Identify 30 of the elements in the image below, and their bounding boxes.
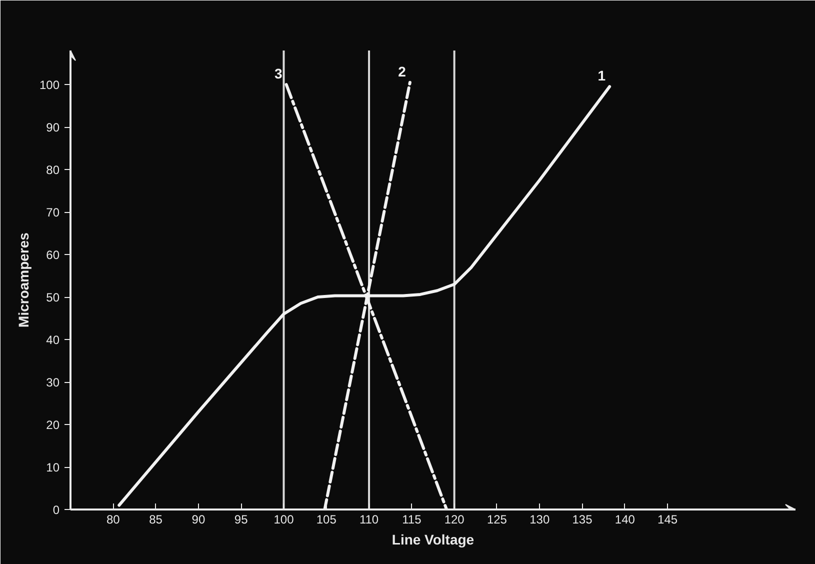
x-tick-label: 80 — [106, 512, 120, 526]
series-label: 3 — [274, 66, 283, 82]
x-axis-title: Line Voltage — [392, 532, 474, 548]
y-tick-label: 30 — [46, 376, 60, 390]
x-tick-label: 95 — [234, 512, 248, 526]
x-tick-label: 90 — [192, 512, 206, 526]
x-tick-label: 100 — [274, 512, 294, 526]
x-tick-label: 110 — [359, 512, 379, 526]
y-tick-label: 60 — [46, 248, 60, 262]
x-tick-label: 130 — [530, 512, 550, 526]
x-tick-label: 85 — [149, 512, 163, 526]
x-tick-label: 135 — [572, 512, 593, 526]
y-tick-label: 40 — [46, 333, 60, 347]
series-label: 1 — [598, 68, 606, 84]
y-tick-label: 80 — [46, 163, 60, 177]
y-tick-label: 50 — [46, 290, 60, 304]
y-axis-title: Microamperes — [15, 232, 32, 328]
x-tick-label: 120 — [444, 512, 465, 526]
series-label: 2 — [398, 63, 406, 80]
y-tick-label: 20 — [46, 418, 60, 432]
y-tick-label: 10 — [46, 460, 60, 474]
y-tick-label: 90 — [46, 120, 60, 134]
y-tick-label: 70 — [46, 206, 60, 220]
x-tick-label: 140 — [614, 512, 636, 526]
x-tick-label: 115 — [402, 512, 422, 526]
x-tick-label: 105 — [316, 512, 337, 526]
x-tick-label: 145 — [658, 512, 678, 526]
y-tick-label: 100 — [39, 78, 60, 92]
x-tick-label: 125 — [486, 512, 508, 526]
y-tick-label: 0 — [52, 503, 60, 517]
